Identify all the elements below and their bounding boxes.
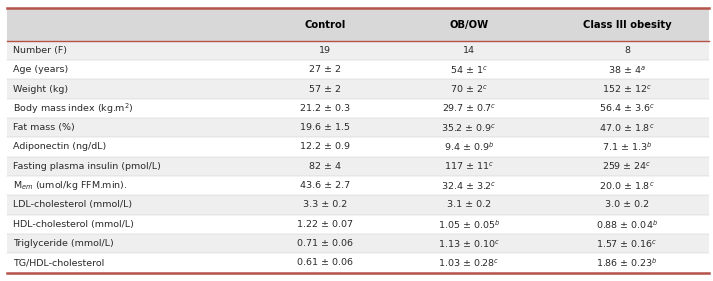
Text: 1.22 ± 0.07: 1.22 ± 0.07	[297, 220, 353, 229]
Text: 8: 8	[624, 46, 630, 55]
Bar	[7, 195, 709, 215]
Bar	[7, 234, 709, 253]
Text: 32.4 ± 3.2$^c$: 32.4 ± 3.2$^c$	[441, 180, 496, 192]
Text: Control: Control	[304, 20, 346, 30]
Bar	[7, 79, 709, 99]
Text: 35.2 ± 0.9$^c$: 35.2 ± 0.9$^c$	[441, 122, 496, 134]
Text: 1.13 ± 0.10$^c$: 1.13 ± 0.10$^c$	[438, 238, 500, 250]
Text: 54 ± 1$^c$: 54 ± 1$^c$	[450, 64, 488, 76]
Text: M$_{em}$ (umol/kg FFM.min).: M$_{em}$ (umol/kg FFM.min).	[13, 179, 128, 192]
Text: Number (F): Number (F)	[13, 46, 67, 55]
Text: Fasting plasma insulin (pmol/L): Fasting plasma insulin (pmol/L)	[13, 162, 160, 171]
Text: 47.0 ± 1.8$^c$: 47.0 ± 1.8$^c$	[599, 122, 655, 134]
Text: 9.4 ± 0.9$^b$: 9.4 ± 0.9$^b$	[443, 141, 494, 153]
Text: 1.86 ± 0.23$^b$: 1.86 ± 0.23$^b$	[596, 257, 657, 269]
Text: TG/HDL-cholesterol: TG/HDL-cholesterol	[13, 259, 104, 268]
Text: 57 ± 2: 57 ± 2	[309, 85, 341, 94]
Text: 29.7 ± 0.7$^c$: 29.7 ± 0.7$^c$	[442, 102, 496, 114]
Text: LDL-cholesterol (mmol/L): LDL-cholesterol (mmol/L)	[13, 200, 132, 209]
Text: Triglyceride (mmol/L): Triglyceride (mmol/L)	[13, 239, 113, 248]
Text: 82 ± 4: 82 ± 4	[309, 162, 341, 171]
Text: 7.1 ± 1.3$^b$: 7.1 ± 1.3$^b$	[602, 141, 652, 153]
Text: 0.61 ± 0.06: 0.61 ± 0.06	[297, 259, 353, 268]
Text: HDL-cholesterol (mmol/L): HDL-cholesterol (mmol/L)	[13, 220, 134, 229]
Text: 43.6 ± 2.7: 43.6 ± 2.7	[300, 181, 350, 190]
Text: Class III obesity: Class III obesity	[583, 20, 671, 30]
Text: 21.2 ± 0.3: 21.2 ± 0.3	[300, 104, 350, 113]
Text: 117 ± 11$^c$: 117 ± 11$^c$	[444, 160, 494, 172]
Text: 19.6 ± 1.5: 19.6 ± 1.5	[300, 123, 350, 132]
Bar	[7, 176, 709, 195]
Bar	[7, 60, 709, 79]
Bar	[7, 215, 709, 234]
Text: 14: 14	[463, 46, 475, 55]
Text: 56.4 ± 3.6$^c$: 56.4 ± 3.6$^c$	[599, 102, 655, 114]
Text: Age (years): Age (years)	[13, 65, 68, 74]
Bar	[7, 99, 709, 118]
Bar	[7, 41, 709, 60]
Text: 0.71 ± 0.06: 0.71 ± 0.06	[297, 239, 353, 248]
Bar	[7, 137, 709, 157]
Text: 259 ± 24$^c$: 259 ± 24$^c$	[602, 160, 652, 172]
Text: 38 ± 4$^a$: 38 ± 4$^a$	[608, 64, 646, 76]
Text: Body mass index (kg.m$^2$): Body mass index (kg.m$^2$)	[13, 101, 133, 116]
Text: 1.57 ± 0.16$^c$: 1.57 ± 0.16$^c$	[596, 238, 657, 250]
Text: OB/OW: OB/OW	[449, 20, 488, 30]
Text: 70 ± 2$^c$: 70 ± 2$^c$	[450, 83, 488, 95]
Text: 20.0 ± 1.8$^c$: 20.0 ± 1.8$^c$	[599, 180, 655, 192]
Bar	[7, 157, 709, 176]
Text: 3.0 ± 0.2: 3.0 ± 0.2	[605, 200, 649, 209]
Text: 19: 19	[319, 46, 331, 55]
Bar	[7, 8, 709, 41]
Text: Fat mass (%): Fat mass (%)	[13, 123, 75, 132]
Text: 0.88 ± 0.04$^b$: 0.88 ± 0.04$^b$	[596, 218, 658, 231]
Text: 12.2 ± 0.9: 12.2 ± 0.9	[300, 142, 350, 151]
Text: 3.3 ± 0.2: 3.3 ± 0.2	[303, 200, 347, 209]
Bar	[7, 253, 709, 273]
Text: 27 ± 2: 27 ± 2	[309, 65, 341, 74]
Text: Adiponectin (ng/dL): Adiponectin (ng/dL)	[13, 142, 106, 151]
Text: 1.05 ± 0.05$^b$: 1.05 ± 0.05$^b$	[438, 218, 500, 231]
Text: 152 ± 12$^c$: 152 ± 12$^c$	[602, 83, 652, 95]
Bar	[7, 118, 709, 137]
Text: 3.1 ± 0.2: 3.1 ± 0.2	[447, 200, 491, 209]
Text: 1.03 ± 0.28$^c$: 1.03 ± 0.28$^c$	[438, 257, 500, 269]
Text: Weight (kg): Weight (kg)	[13, 85, 68, 94]
